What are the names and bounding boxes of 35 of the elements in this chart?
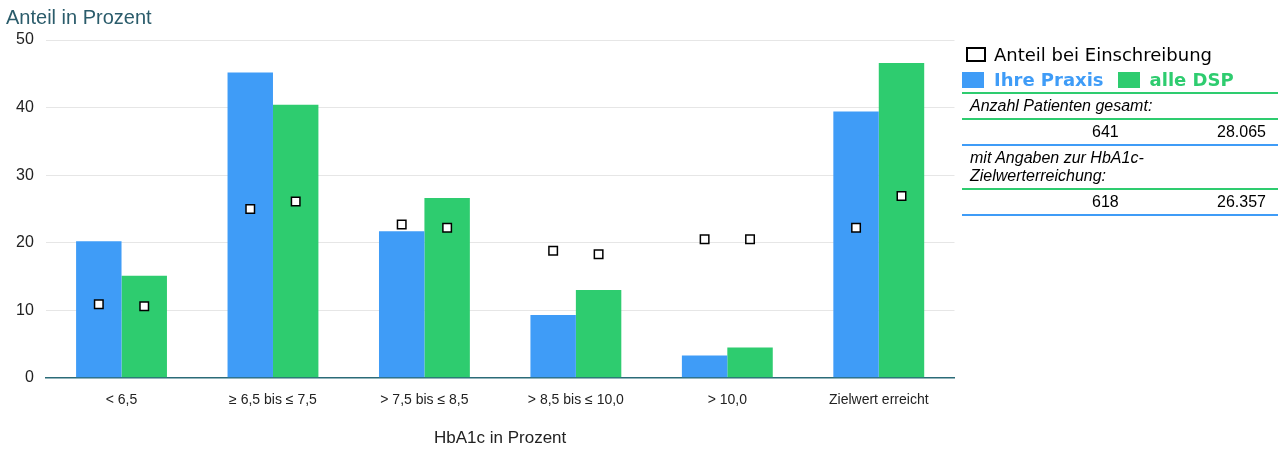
legend-label: alle DSP (1149, 69, 1234, 90)
bar (121, 275, 167, 378)
bar (378, 231, 425, 378)
bar (681, 355, 728, 378)
x-tick-label: > 8,5 bis ≤ 10,0 (527, 391, 625, 408)
y-tick-label: 10 (16, 300, 34, 318)
y-axis-title: Anteil in Prozent (6, 6, 152, 29)
text: 28.065 (1217, 123, 1266, 141)
text: 26.357 (1217, 193, 1266, 211)
x-axis-title: HbA1c in Prozent (434, 428, 567, 448)
x-tick-label: < 6,5 (105, 391, 138, 408)
y-tick-label: 30 (16, 165, 34, 183)
text: Anzahl Patienten gesamt: (962, 94, 1278, 120)
bar (833, 111, 879, 378)
bar (272, 104, 319, 378)
legend-label: Anteil bei Einschreibung (994, 44, 1213, 65)
x-tick-label: > 10,0 (707, 391, 748, 408)
y-tick-label: 20 (16, 233, 34, 251)
y-tick-label: 0 (24, 368, 34, 386)
x-tick-label: > 7,5 bis ≤ 8,5 (380, 391, 469, 408)
text: mit Angaben zur HbA1c-Zielwerterreichung: (962, 146, 1278, 190)
x-tick-label: Zielwert erreicht (828, 391, 929, 408)
bar (76, 241, 122, 378)
text: 618 (1092, 193, 1119, 211)
bar (424, 198, 470, 378)
bar (575, 289, 622, 378)
text: 641 (1092, 123, 1119, 141)
legend-label: Ihre Praxis (994, 69, 1104, 90)
bar (878, 62, 925, 378)
x-tick-label: ≥ 6,5 bis ≤ 7,5 (229, 391, 318, 408)
bar (727, 347, 773, 378)
bar (530, 314, 576, 378)
bar (227, 72, 273, 378)
y-tick-label: 40 (16, 97, 34, 115)
y-tick-label: 50 (16, 30, 34, 48)
